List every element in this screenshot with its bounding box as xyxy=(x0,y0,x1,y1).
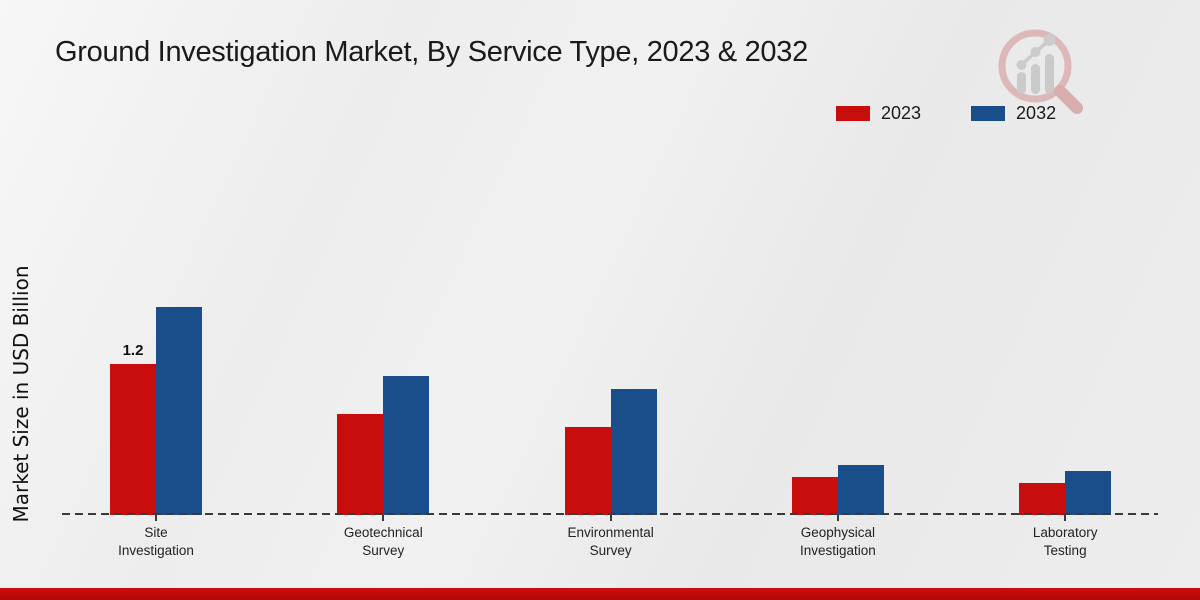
x-axis-tick xyxy=(1064,515,1067,521)
legend-label-2023: 2023 xyxy=(881,103,922,123)
legend-item-2023: 2023 xyxy=(836,103,921,124)
bar-2023-site-investigation xyxy=(110,364,156,515)
x-axis-tick xyxy=(836,515,839,521)
bar-2032-site-investigation xyxy=(156,307,202,515)
legend-swatch-2032 xyxy=(971,106,1006,121)
bar-2023-geotechnical-survey xyxy=(337,414,384,515)
x-axis-baseline xyxy=(62,513,1158,515)
bar-2032-environmental-survey xyxy=(610,389,657,515)
legend-item-2032: 2032 xyxy=(971,103,1056,124)
category-label-environmental-survey: Environmental Survey xyxy=(567,525,654,558)
category-label-site-investigation: Site Investigation xyxy=(118,525,194,558)
legend-label-2032: 2032 xyxy=(1016,103,1057,123)
footer-accent-bar xyxy=(0,588,1200,600)
category-label-geotechnical-survey: Geotechnical Survey xyxy=(343,525,423,558)
bar-2032-geotechnical-survey xyxy=(383,376,430,515)
bar-2023-laboratory-testing xyxy=(1019,483,1066,515)
category-label-geophysical-investigation: Geophysical Investigation xyxy=(799,525,876,558)
legend-swatch-2023 xyxy=(836,106,870,121)
category-label-laboratory-testing: Laboratory Testing xyxy=(1032,525,1098,558)
bar-2023-geophysical-investigation xyxy=(791,477,838,515)
x-axis-tick xyxy=(155,515,157,521)
x-axis-tick xyxy=(609,515,612,521)
magnifier-bar-chart-logo-icon xyxy=(998,29,1083,114)
bar-2032-laboratory-testing xyxy=(1065,471,1112,515)
chart-legend: 2023 2032 xyxy=(836,103,1056,124)
x-axis-tick xyxy=(382,515,385,521)
chart-title: Ground Investigation Market, By Service … xyxy=(55,36,808,68)
bar-2032-geophysical-investigation xyxy=(837,465,884,515)
bar-value-label: 1.2 xyxy=(122,342,144,359)
bar-2023-environmental-survey xyxy=(564,427,611,515)
